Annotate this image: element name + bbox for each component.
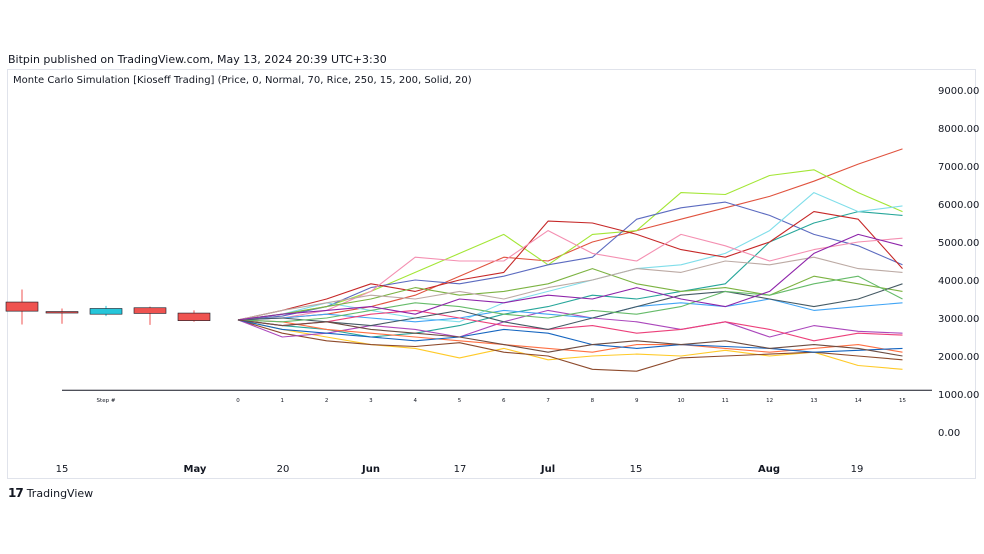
published-caption: Bitpin published on TradingView.com, May… bbox=[8, 53, 387, 66]
step-label: 10 bbox=[678, 398, 685, 404]
step-label: 13 bbox=[810, 398, 817, 404]
y-tick-label: 0.00 bbox=[938, 428, 960, 439]
x-tick-label: Aug bbox=[758, 464, 780, 475]
step-label: 2 bbox=[325, 398, 329, 404]
y-tick-label: 7000.00 bbox=[938, 162, 979, 173]
simulation-path-8[interactable] bbox=[237, 319, 903, 370]
candle-body bbox=[89, 308, 123, 315]
simulation-path-6[interactable] bbox=[237, 211, 903, 321]
candle[interactable] bbox=[133, 306, 167, 325]
x-tick-label: Jun bbox=[361, 464, 380, 475]
simulation-path-12[interactable] bbox=[237, 319, 903, 353]
candle-body bbox=[45, 311, 79, 314]
x-axis: 15 May 20 Jun 17 Jul 15 Aug 19 bbox=[56, 464, 864, 475]
x-tick-label: 17 bbox=[454, 464, 467, 475]
simulation-path-5[interactable] bbox=[237, 192, 903, 323]
simulation-path-7[interactable] bbox=[237, 230, 903, 321]
simulation-path-17[interactable] bbox=[237, 319, 903, 353]
step-label: Step # bbox=[97, 398, 116, 404]
simulation-path-1[interactable] bbox=[237, 148, 903, 321]
y-tick-label: 3000.00 bbox=[938, 314, 979, 325]
candle[interactable] bbox=[177, 310, 211, 322]
step-label: 7 bbox=[546, 398, 550, 404]
tradingview-mark-icon: 17 bbox=[8, 486, 24, 500]
y-tick-label: 5000.00 bbox=[938, 238, 979, 249]
y-tick-label: 9000.00 bbox=[938, 86, 979, 97]
indicator-title: Monte Carlo Simulation [Kioseff Trading]… bbox=[13, 75, 472, 86]
simulation-path-11[interactable] bbox=[237, 268, 903, 321]
x-tick-label: 19 bbox=[851, 464, 864, 475]
simulation-path-9[interactable] bbox=[237, 319, 903, 372]
series-layer bbox=[237, 148, 903, 372]
step-label: 12 bbox=[766, 398, 773, 404]
y-tick-label: 2000.00 bbox=[938, 352, 979, 363]
baseline-layer: Step #0 1 2 3 4 5 6 7 8 9 10 11 12 13 14 15 bbox=[62, 389, 932, 404]
simulation-path-16[interactable] bbox=[237, 256, 903, 321]
step-label: 3 bbox=[369, 398, 373, 404]
y-tick-label: 6000.00 bbox=[938, 200, 979, 211]
y-tick-label: 1000.00 bbox=[938, 390, 979, 401]
candle-body bbox=[177, 312, 211, 321]
y-tick-label: 4000.00 bbox=[938, 276, 979, 287]
x-tick-label: 15 bbox=[630, 464, 643, 475]
x-tick-label: 15 bbox=[56, 464, 69, 475]
simulation-path-20[interactable] bbox=[237, 319, 903, 357]
step-label: 6 bbox=[502, 398, 506, 404]
step-label: 4 bbox=[413, 398, 417, 404]
step-label: 8 bbox=[591, 398, 595, 404]
step-label: 1 bbox=[281, 398, 285, 404]
y-tick-label: 8000.00 bbox=[938, 124, 979, 135]
candle-body bbox=[5, 301, 39, 312]
simulation-path-18[interactable] bbox=[237, 275, 903, 323]
x-tick-label: Jul bbox=[540, 464, 555, 475]
tradingview-logo[interactable]: 17 TradingView bbox=[8, 486, 93, 500]
step-label: 14 bbox=[855, 398, 862, 404]
candle[interactable] bbox=[5, 289, 39, 325]
simulation-path-14[interactable] bbox=[237, 309, 903, 342]
candle[interactable] bbox=[45, 308, 79, 324]
chart-frame bbox=[7, 69, 976, 479]
simulation-path-4[interactable] bbox=[237, 211, 903, 338]
step-label: 15 bbox=[899, 398, 906, 404]
candle-body bbox=[133, 307, 167, 314]
simulation-path-13[interactable] bbox=[237, 298, 903, 323]
candles-layer bbox=[5, 289, 211, 325]
candle[interactable] bbox=[89, 305, 123, 317]
x-tick-label: May bbox=[184, 464, 207, 475]
step-label: 0 bbox=[236, 398, 240, 404]
simulation-path-15[interactable] bbox=[237, 283, 903, 330]
simulation-path-3[interactable] bbox=[237, 201, 903, 321]
y-axis: 0.00 1000.00 2000.00 3000.00 4000.00 5000.00 6… bbox=[938, 86, 979, 439]
step-label: 11 bbox=[722, 398, 729, 404]
tradingview-logo-text: TradingView bbox=[26, 486, 94, 500]
step-label: 9 bbox=[635, 398, 639, 404]
step-label: 5 bbox=[458, 398, 462, 404]
x-tick-label: 20 bbox=[277, 464, 290, 475]
simulation-path-19[interactable] bbox=[237, 233, 903, 321]
